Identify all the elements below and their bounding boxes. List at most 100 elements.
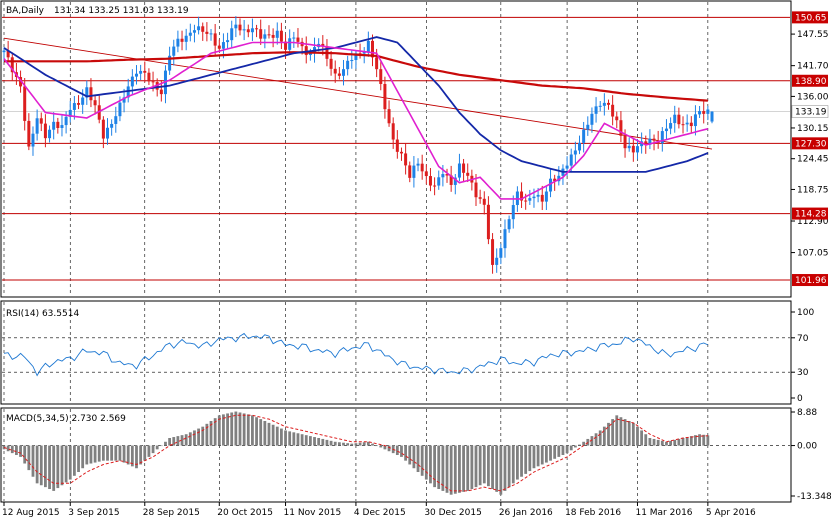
macd-bar bbox=[201, 426, 205, 446]
candle-body bbox=[27, 120, 31, 147]
candle-body bbox=[379, 69, 383, 84]
candle-body bbox=[549, 178, 553, 192]
candle-body bbox=[101, 119, 105, 139]
macd-bar bbox=[213, 418, 217, 446]
macd-bar bbox=[449, 445, 453, 495]
macd-bar bbox=[669, 440, 672, 446]
candle-body bbox=[631, 145, 635, 153]
macd-bar bbox=[164, 441, 167, 446]
candle-body bbox=[64, 116, 68, 126]
macd-bar bbox=[685, 437, 689, 446]
macd-bar bbox=[325, 439, 329, 446]
macd-bar bbox=[234, 411, 238, 446]
candle-body bbox=[499, 248, 503, 258]
candle-body bbox=[106, 127, 110, 139]
candle-body bbox=[230, 28, 234, 41]
candle-body bbox=[6, 50, 10, 58]
candle-body bbox=[213, 33, 217, 46]
macd-bar bbox=[106, 445, 109, 461]
candle-body bbox=[553, 178, 557, 182]
candle-body bbox=[134, 73, 138, 77]
candle-body bbox=[664, 128, 668, 132]
candle-body bbox=[491, 239, 495, 265]
candle-body bbox=[677, 114, 681, 125]
macd-bar bbox=[511, 445, 515, 484]
macd-bar bbox=[81, 445, 85, 469]
macd-bar bbox=[524, 445, 528, 474]
candle-body bbox=[180, 38, 184, 42]
x-tick-label: 3 Sep 2015 bbox=[68, 508, 119, 518]
moving-averages-layer bbox=[3, 36, 709, 200]
macd-bar bbox=[222, 414, 225, 446]
macd-bar bbox=[52, 445, 56, 491]
macd-bar bbox=[296, 433, 300, 446]
macd-bar bbox=[607, 422, 610, 446]
macd-bar bbox=[540, 445, 544, 465]
candle-body bbox=[540, 194, 544, 202]
macd-bar bbox=[602, 426, 606, 446]
candle-body bbox=[255, 28, 259, 30]
macd-bar bbox=[308, 436, 312, 446]
candle-body bbox=[43, 123, 47, 139]
macd-bar bbox=[404, 445, 408, 461]
candle-body bbox=[693, 114, 697, 127]
candle-body bbox=[590, 113, 594, 125]
macd-bar bbox=[462, 445, 465, 492]
price-tick-label: 107.05 bbox=[797, 249, 829, 259]
macd-bar bbox=[238, 412, 242, 446]
macd-bar bbox=[466, 445, 470, 491]
candle-body bbox=[209, 33, 213, 35]
candle-body bbox=[404, 153, 408, 166]
macd-bar bbox=[491, 445, 494, 490]
candle-body bbox=[383, 83, 387, 110]
macd-bar bbox=[101, 445, 105, 461]
x-tick-label: 30 Dec 2015 bbox=[424, 508, 482, 518]
candle-body bbox=[441, 174, 445, 178]
candle-body bbox=[375, 57, 379, 70]
level-tag-label: 114.28 bbox=[795, 210, 827, 220]
macd-bar bbox=[242, 413, 246, 446]
macd-bar bbox=[594, 433, 598, 446]
macd-bar bbox=[333, 441, 337, 446]
price-tick-label: 130.15 bbox=[797, 124, 829, 134]
macd-bar bbox=[31, 445, 35, 477]
candle-body bbox=[524, 200, 528, 202]
candle-body bbox=[399, 151, 403, 154]
candle-body bbox=[391, 123, 395, 140]
candle-body bbox=[85, 87, 89, 98]
candle-body bbox=[428, 176, 432, 186]
macd-bar bbox=[85, 445, 89, 465]
macd-bar bbox=[230, 412, 234, 446]
level-tag-label: 127.30 bbox=[795, 139, 827, 149]
macd-bar bbox=[317, 437, 321, 446]
macd-bar bbox=[72, 445, 76, 476]
macd-bar bbox=[313, 437, 316, 446]
macd-bar bbox=[412, 445, 416, 469]
candle-body bbox=[292, 37, 296, 39]
macd-bar bbox=[408, 445, 412, 465]
candle-body bbox=[445, 174, 449, 176]
macd-bar bbox=[375, 445, 379, 447]
candle-body bbox=[437, 177, 441, 186]
candle-body bbox=[68, 109, 72, 117]
candle-body bbox=[619, 120, 623, 136]
macd-bar bbox=[665, 441, 668, 446]
candle-body bbox=[544, 191, 548, 202]
macd-bar bbox=[60, 445, 64, 486]
macd-bar bbox=[590, 436, 594, 446]
macd-bar bbox=[280, 428, 283, 446]
macd-bar bbox=[441, 445, 445, 491]
current-price-label: 133.19 bbox=[795, 108, 827, 118]
candle-body bbox=[689, 122, 693, 127]
macd-bar bbox=[673, 439, 677, 446]
macd-bar bbox=[19, 445, 22, 457]
macd-bar bbox=[544, 445, 548, 463]
macd-bar bbox=[300, 434, 304, 446]
candle-body bbox=[449, 175, 453, 185]
candle-body bbox=[370, 40, 374, 58]
macd-bar bbox=[358, 442, 362, 446]
macd-bar bbox=[27, 445, 31, 471]
candle-body bbox=[420, 163, 424, 172]
candle-body bbox=[453, 177, 457, 185]
